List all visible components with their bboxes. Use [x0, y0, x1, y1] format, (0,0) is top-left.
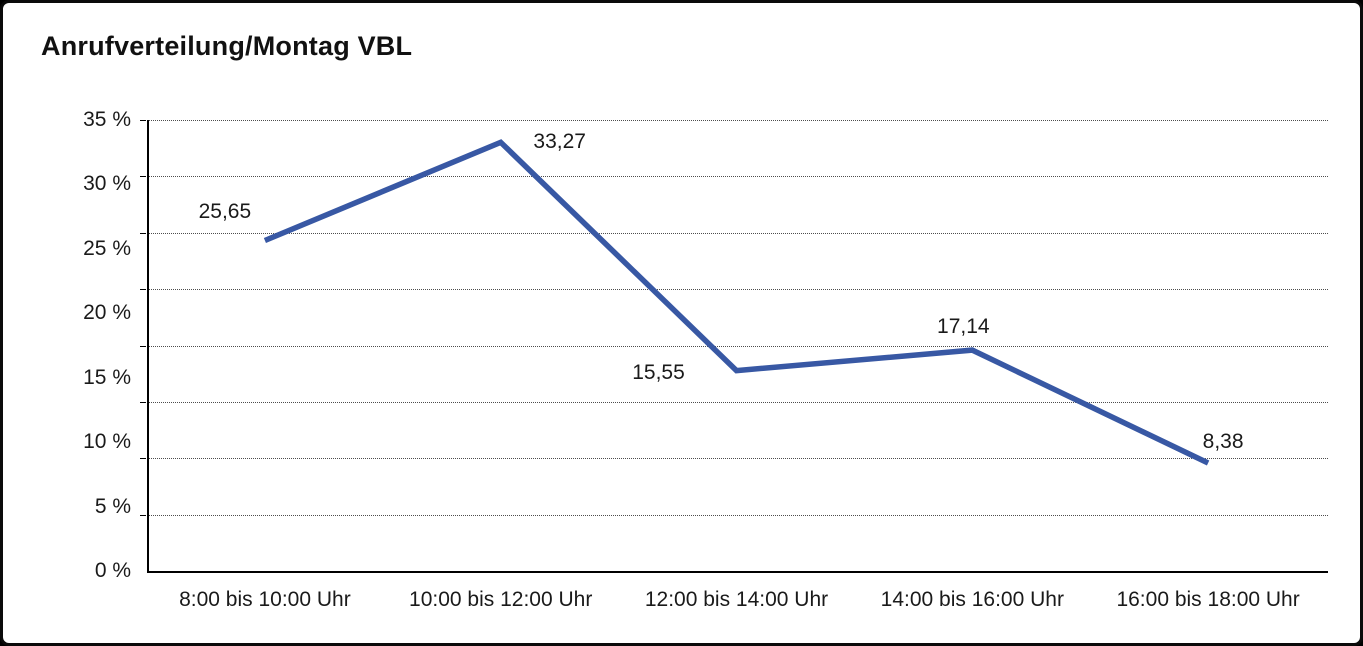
y-axis-label: 20 %	[83, 301, 131, 325]
y-axis-tick	[140, 120, 146, 121]
y-axis-tick	[140, 458, 146, 459]
data-label: 25,65	[198, 200, 252, 224]
x-axis-label: 10:00 bis 12:00 Uhr	[409, 588, 593, 611]
y-axis-label: 35 %	[83, 108, 131, 131]
data-label: 8,38	[1202, 430, 1244, 454]
x-axis-label: 14:00 bis 16:00 Uhr	[880, 588, 1064, 611]
y-axis-tick	[140, 402, 146, 403]
y-axis-tick	[140, 176, 146, 177]
gridline	[149, 458, 1328, 460]
y-axis-label: 0 %	[94, 559, 131, 582]
y-axis-tick	[140, 233, 146, 234]
gridline	[149, 232, 1328, 234]
plot-area	[147, 120, 1328, 573]
data-label: 15,55	[632, 360, 685, 384]
x-axis-label: 12:00 bis 14:00 Uhr	[644, 588, 829, 611]
x-axis-label: 8:00 bis 10:00 Uhr	[179, 588, 351, 611]
gridline	[149, 401, 1328, 403]
x-axis-label: 16:00 bis 18:00 Uhr	[1116, 588, 1300, 611]
gridline	[149, 514, 1328, 516]
gridline	[149, 176, 1328, 178]
y-axis-tick	[140, 515, 146, 516]
data-label: 17,14	[937, 315, 990, 339]
y-axis-label: 5 %	[94, 494, 131, 518]
y-axis-tick	[140, 346, 146, 347]
gridline	[149, 289, 1328, 291]
data-label: 33,27	[533, 130, 586, 154]
y-axis-label: 25 %	[83, 236, 131, 260]
chart-title: Anrufverteilung/Montag VBL	[41, 31, 413, 61]
y-axis-label: 15 %	[83, 365, 131, 389]
gridline	[149, 120, 1328, 121]
y-axis-label: 10 %	[83, 430, 131, 454]
y-axis-tick	[140, 289, 146, 290]
y-axis-label: 30 %	[83, 172, 131, 196]
gridline	[149, 345, 1328, 347]
